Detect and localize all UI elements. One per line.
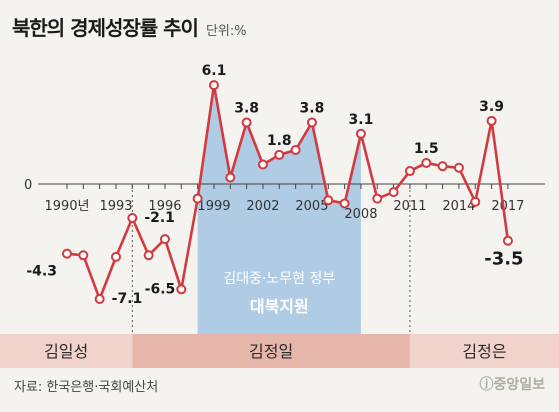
data-point bbox=[241, 117, 252, 128]
data-point bbox=[502, 235, 513, 246]
data-point bbox=[421, 157, 432, 168]
x-tick-label: 1996 bbox=[148, 199, 181, 214]
data-point bbox=[159, 234, 170, 245]
x-tick-label: 1993 bbox=[99, 199, 132, 214]
data-point bbox=[486, 115, 497, 126]
era-label: 김정은 bbox=[462, 342, 506, 361]
zero-label: 0 bbox=[24, 178, 32, 193]
data-label: 1.5 bbox=[414, 141, 439, 157]
era-band bbox=[132, 334, 410, 368]
data-point bbox=[388, 187, 399, 198]
data-point bbox=[110, 251, 121, 262]
data-label: -3.5 bbox=[484, 249, 523, 270]
x-tick-label: 2002 bbox=[246, 199, 279, 214]
data-point bbox=[290, 144, 301, 155]
data-point bbox=[257, 159, 268, 170]
x-tick-label: 1999 bbox=[197, 199, 230, 214]
data-label: 6.1 bbox=[202, 63, 227, 79]
data-point bbox=[127, 213, 138, 224]
data-point bbox=[62, 248, 72, 259]
era-label: 김일성 bbox=[44, 342, 88, 361]
x-tick-label: 2017 bbox=[491, 199, 524, 214]
data-point bbox=[404, 166, 415, 177]
shade-sublabel: 대북지원 bbox=[250, 297, 309, 316]
unit-label: 단위:% bbox=[205, 24, 247, 39]
data-point bbox=[192, 193, 203, 204]
x-tick-label: 2005 bbox=[295, 199, 328, 214]
data-label: 3.8 bbox=[300, 100, 325, 116]
x-tick-label: 2014 bbox=[442, 199, 475, 214]
data-label: 3.1 bbox=[349, 112, 374, 128]
data-label: -6.5 bbox=[145, 281, 176, 297]
data-point bbox=[208, 80, 219, 91]
data-point bbox=[470, 196, 481, 207]
era-band bbox=[0, 334, 133, 368]
support-period-shade bbox=[197, 85, 361, 335]
data-point bbox=[78, 250, 89, 261]
publisher-logo: ⓙ중앙일보 bbox=[479, 377, 545, 393]
data-point bbox=[274, 149, 285, 160]
data-label: -2.1 bbox=[144, 210, 175, 226]
source-note: 자료: 한국은행·국회예산처 bbox=[14, 380, 159, 395]
data-point bbox=[437, 161, 448, 172]
shade-label: 김대중·노무현 정부 bbox=[223, 271, 335, 287]
data-label: 1.8 bbox=[267, 133, 292, 149]
chart-title: 북한의 경제성장률 추이 bbox=[12, 16, 199, 40]
chart-header: 북한의 경제성장률 추이 단위:% bbox=[12, 12, 247, 41]
data-point bbox=[94, 294, 105, 305]
x-tick-label: 1990년 bbox=[44, 199, 89, 214]
era-band bbox=[409, 334, 559, 368]
data-point bbox=[225, 172, 236, 183]
x-tick-label: 2008 bbox=[344, 207, 377, 222]
data-point bbox=[143, 250, 154, 261]
data-label: -4.3 bbox=[26, 264, 57, 280]
growth-rate-line bbox=[66, 83, 510, 301]
data-point bbox=[372, 193, 383, 204]
era-label: 김정일 bbox=[249, 342, 293, 361]
data-point bbox=[453, 162, 464, 173]
data-label: -7.1 bbox=[112, 291, 143, 307]
data-point bbox=[323, 195, 334, 206]
data-point bbox=[339, 198, 350, 209]
data-point bbox=[176, 284, 187, 295]
data-label: 3.8 bbox=[234, 100, 259, 116]
data-point bbox=[306, 117, 317, 128]
data-label: 3.9 bbox=[479, 99, 504, 115]
data-point bbox=[355, 128, 366, 139]
